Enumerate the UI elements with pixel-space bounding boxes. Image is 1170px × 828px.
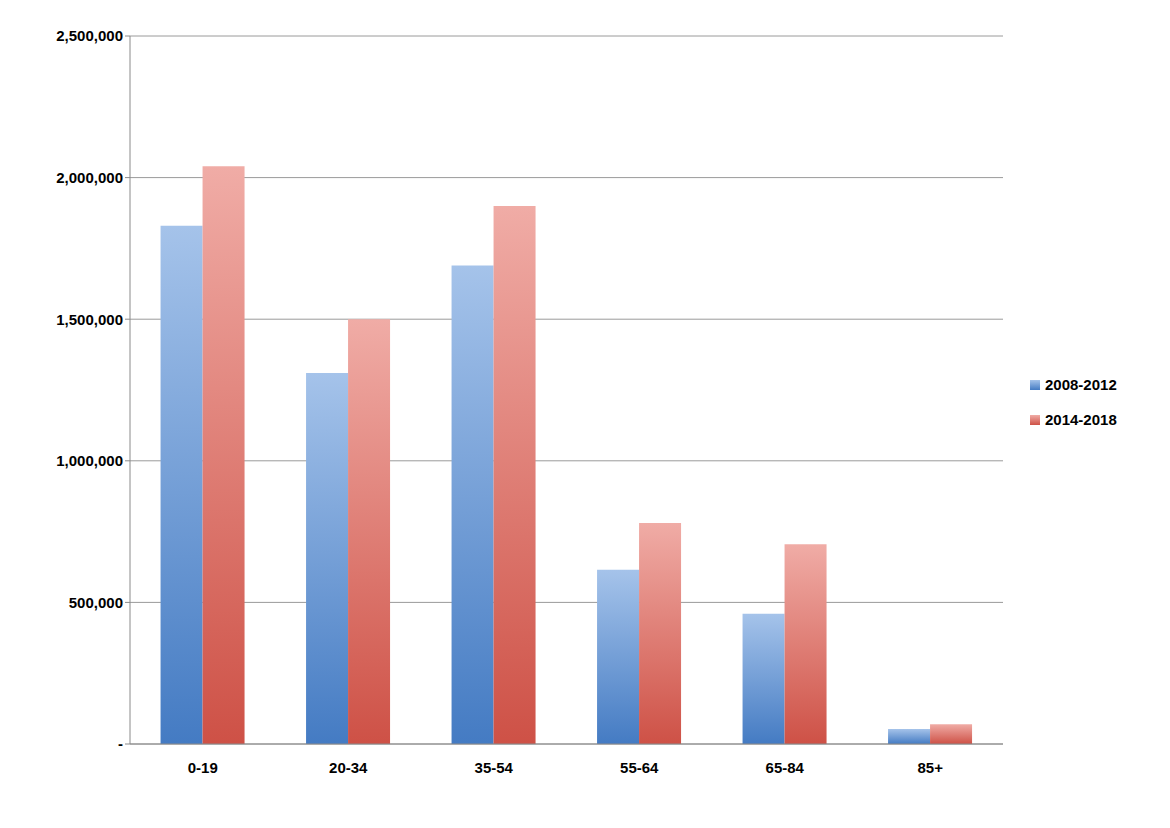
svg-text:2,000,000: 2,000,000 bbox=[56, 169, 123, 186]
svg-text:1,000,000: 1,000,000 bbox=[56, 452, 123, 469]
svg-text:500,000: 500,000 bbox=[69, 594, 123, 611]
svg-text:0-19: 0-19 bbox=[188, 759, 218, 776]
svg-text:55-64: 55-64 bbox=[620, 759, 659, 776]
svg-text:-: - bbox=[118, 735, 123, 752]
svg-text:65-84: 65-84 bbox=[766, 759, 805, 776]
svg-text:35-54: 35-54 bbox=[475, 759, 514, 776]
svg-text:2,500,000: 2,500,000 bbox=[56, 27, 123, 44]
svg-text:85+: 85+ bbox=[918, 759, 944, 776]
svg-text:20-34: 20-34 bbox=[329, 759, 368, 776]
html-text:2014-2018: 2014-2018 bbox=[1045, 411, 1117, 428]
html-text:2008-2012: 2008-2012 bbox=[1045, 376, 1117, 393]
svg-text:1,500,000: 1,500,000 bbox=[56, 311, 123, 328]
